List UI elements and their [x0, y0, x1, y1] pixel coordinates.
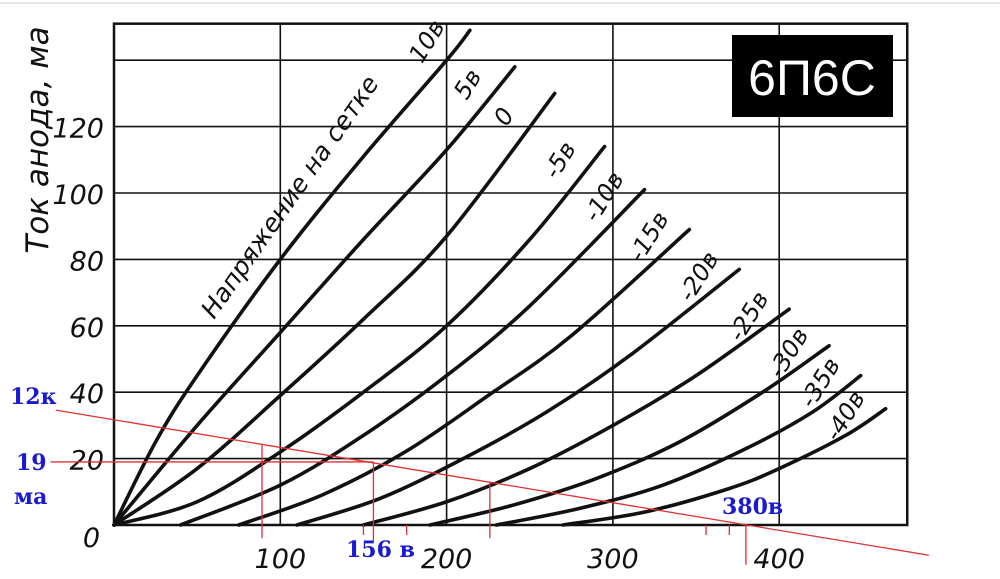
curve-label: -15в	[623, 207, 675, 267]
curve--30в	[428, 343, 831, 527]
x-tick-label: 300	[587, 544, 639, 575]
curve-label: 5в	[448, 64, 487, 104]
chart-title: 6П6С	[748, 50, 876, 106]
curve-label: -10в	[578, 167, 630, 227]
tick-labels: 0 20 40 60 80 100 120 100 200 300 400	[52, 114, 805, 575]
curves	[112, 28, 888, 527]
curve-label: -25в	[723, 286, 775, 346]
annotations	[50, 409, 929, 565]
curve--35в	[494, 373, 863, 527]
curve-label: -30в	[762, 323, 814, 383]
curve-5в	[112, 65, 517, 527]
curve--25в	[361, 307, 791, 527]
label-current-unit: ма	[14, 484, 47, 510]
y-tick-label: 60	[70, 313, 104, 344]
family-label: Напряжение на сетке	[195, 70, 385, 323]
label-supply: 380в	[722, 494, 783, 520]
curve-0	[112, 91, 557, 527]
x-tick-label: 400	[753, 544, 805, 575]
curve-label: -20в	[673, 246, 725, 306]
curve-10в	[112, 28, 472, 527]
curve--40в	[561, 407, 888, 527]
label-current-value: 19	[16, 450, 47, 476]
curve--10в	[178, 187, 647, 527]
y-tick-label: 0	[83, 523, 100, 554]
x-tick-label: 200	[421, 544, 473, 575]
curve--5в	[112, 144, 607, 527]
curve--20в	[295, 267, 742, 527]
label-load: 12к	[10, 384, 57, 410]
x-tick-label: 100	[255, 544, 307, 575]
curve-label: -5в	[538, 137, 582, 184]
load-line	[55, 409, 929, 556]
y-tick-label: 100	[52, 180, 104, 211]
label-voltage: 156 в	[346, 537, 415, 563]
y-tick-label: 80	[70, 246, 104, 277]
title-box: 6П6С	[732, 35, 893, 117]
y-tick-label: 120	[52, 114, 104, 145]
curve--15в	[236, 227, 692, 527]
y-tick-label: 20	[70, 446, 104, 477]
plot-frame	[112, 22, 909, 527]
y-axis-title: Ток анода, ма	[20, 26, 56, 253]
y-tick-label: 40	[70, 379, 104, 410]
title-box-bg	[732, 35, 893, 117]
